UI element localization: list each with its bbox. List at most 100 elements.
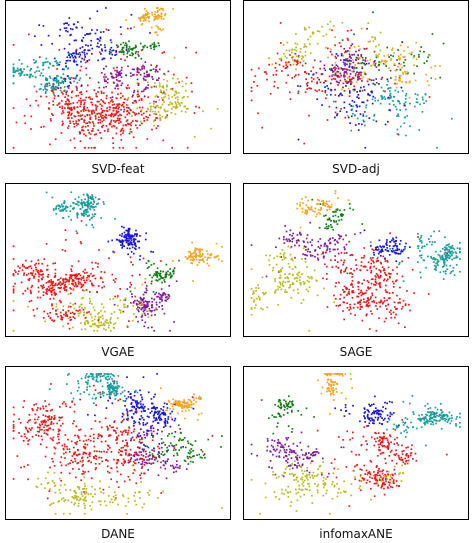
scatter-point	[435, 262, 437, 265]
scatter-point	[409, 125, 411, 128]
scatter-point	[37, 259, 40, 262]
scatter-point	[312, 32, 315, 35]
scatter-point	[371, 312, 373, 315]
scatter-point	[405, 108, 407, 111]
scatter-point	[364, 60, 367, 63]
scatter-point	[157, 14, 160, 16]
scatter-point	[106, 81, 109, 84]
scatter-point	[115, 389, 117, 392]
scatter-point	[33, 61, 36, 64]
scatter-point	[439, 250, 442, 253]
scatter-point	[61, 112, 63, 115]
scatter-point	[299, 48, 302, 50]
scatter-point	[53, 416, 56, 419]
scatter-point	[29, 289, 32, 292]
scatter-point	[339, 59, 342, 61]
scatter-point	[161, 52, 164, 54]
scatter-point	[390, 96, 392, 98]
scatter-point	[72, 303, 75, 306]
scatter-point	[304, 209, 307, 211]
scatter-point	[161, 300, 163, 302]
scatter-point	[82, 214, 85, 217]
scatter-point	[138, 17, 140, 19]
scatter-point	[345, 234, 347, 237]
scatter-point	[150, 314, 153, 317]
scatter-point	[83, 451, 86, 454]
scatter-point	[439, 271, 442, 274]
scatter-point	[450, 254, 453, 257]
scatter-point	[57, 279, 59, 281]
scatter-point	[380, 246, 383, 249]
scatter-point	[419, 254, 421, 257]
scatter-point	[180, 403, 183, 406]
scatter-point	[196, 247, 198, 250]
scatter-point	[140, 57, 143, 60]
scatter-point	[155, 101, 157, 103]
scatter-point	[286, 61, 289, 64]
scatter-point	[406, 290, 408, 292]
scatter-point	[75, 497, 77, 499]
scatter-point	[150, 264, 153, 266]
scatter-point	[20, 435, 23, 438]
scatter-point	[62, 73, 65, 75]
scatter-point	[98, 51, 101, 54]
scatter-point	[453, 257, 455, 260]
scatter-point	[77, 505, 80, 507]
scatter-point	[304, 91, 307, 93]
scatter-point	[120, 421, 123, 424]
scatter-point	[144, 314, 147, 317]
scatter-point	[319, 67, 321, 70]
scatter-point	[394, 82, 396, 85]
scatter-point	[65, 91, 68, 94]
scatter-point	[152, 105, 155, 108]
scatter-point	[291, 273, 294, 276]
scatter-point	[165, 449, 168, 452]
scatter-point	[346, 294, 348, 296]
scatter-point	[44, 88, 47, 91]
scatter-point	[382, 90, 385, 92]
scatter-point	[119, 299, 122, 302]
scatter-point	[171, 270, 174, 273]
scatter-point	[434, 65, 437, 67]
scatter-point	[111, 53, 114, 56]
scatter-point	[76, 101, 79, 104]
scatter-point	[47, 424, 50, 427]
scatter-point	[399, 102, 401, 105]
scatter-point	[52, 100, 54, 103]
scatter-point	[136, 82, 139, 84]
scatter-point	[34, 264, 36, 266]
scatter-point	[136, 453, 138, 456]
scatter-point	[161, 304, 163, 307]
scatter-point	[111, 99, 113, 101]
scatter-point	[268, 63, 270, 66]
scatter-point	[101, 392, 104, 395]
scatter-point	[430, 77, 433, 80]
scatter-point	[348, 293, 351, 295]
scatter-point	[12, 300, 15, 302]
scatter-point	[167, 70, 170, 73]
scatter-point	[166, 409, 169, 412]
scatter-point	[207, 256, 210, 259]
scatter-point	[33, 85, 36, 88]
scatter-point	[100, 107, 103, 110]
scatter-point	[150, 402, 153, 405]
scatter-point	[328, 68, 331, 70]
scatter-point	[146, 87, 149, 89]
scatter-point	[123, 245, 126, 248]
scatter-point	[88, 218, 91, 221]
scatter-point	[298, 271, 301, 274]
scatter-point	[107, 375, 110, 378]
scatter-point	[427, 293, 430, 295]
scatter-point	[421, 247, 423, 249]
scatter-point	[151, 456, 154, 459]
scatter-point	[98, 46, 100, 48]
scatter-point	[93, 455, 95, 458]
scatter-point	[162, 270, 165, 273]
scatter-point	[145, 14, 148, 17]
scatter-point	[262, 308, 264, 311]
scatter-point	[75, 492, 78, 495]
scatter-point	[186, 257, 189, 260]
scatter-point	[459, 258, 461, 260]
scatter-point	[334, 88, 336, 91]
scatter-point	[114, 281, 116, 283]
